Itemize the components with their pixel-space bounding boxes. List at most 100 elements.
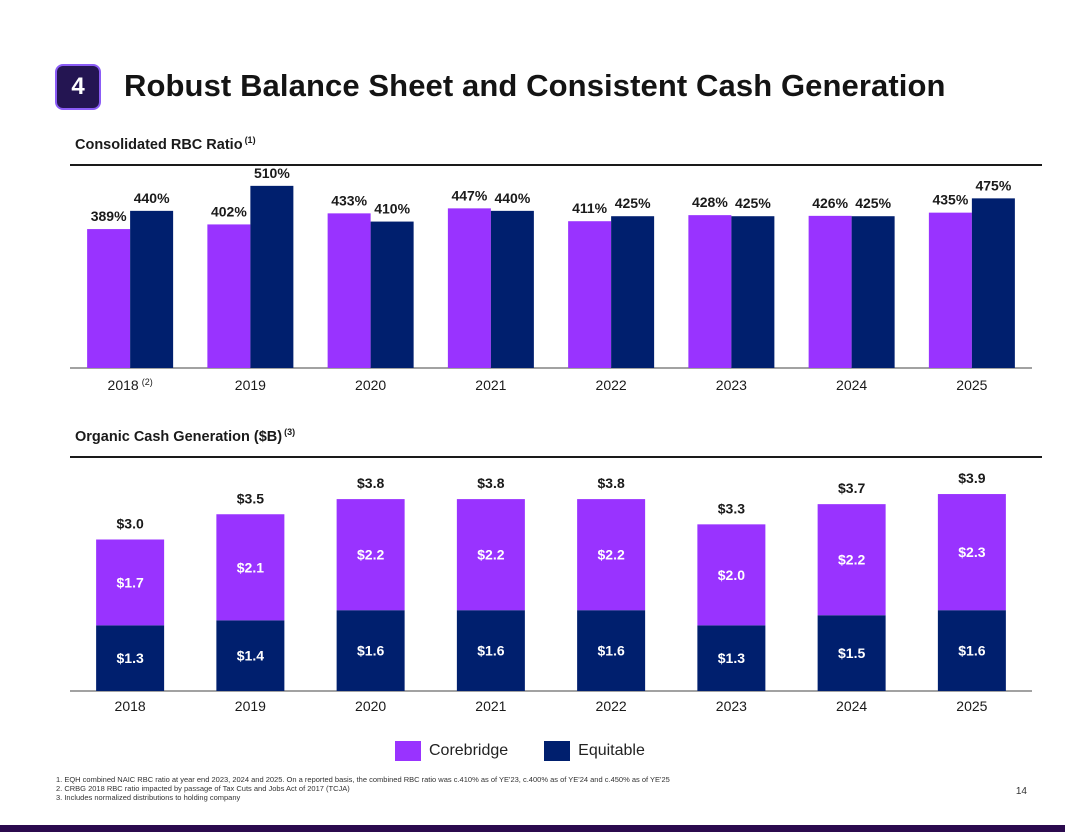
cash-total-label-2018: $3.0 <box>117 516 144 532</box>
cash-tick-label-2020: 2020 <box>355 698 386 714</box>
rbc-data-label-corebridge-2022: 411% <box>572 200 608 216</box>
cash-tick-label-2025: 2025 <box>956 698 987 714</box>
cash-segment-label-corebridge-2019: $2.1 <box>237 559 264 575</box>
rbc-tick-label-2020: 2020 <box>355 377 386 393</box>
rbc-data-label-corebridge-2019: 402% <box>211 203 247 219</box>
rbc-data-label-equitable-2025: 475% <box>975 177 1011 193</box>
cash-bar-equitable-2020 <box>336 610 405 691</box>
cash-segment-label-corebridge-2024: $2.2 <box>838 552 865 568</box>
rbc-tick-label-2019: 2019 <box>235 377 266 393</box>
legend-label-equitable: Equitable <box>578 742 645 759</box>
page-number: 14 <box>1015 786 1027 797</box>
cash-bar-equitable-2023 <box>697 625 766 691</box>
rbc-tick-label-2025: 2025 <box>956 377 987 393</box>
rbc-data-label-equitable-2021: 440% <box>494 190 530 206</box>
rbc-data-label-equitable-2022: 425% <box>615 195 651 211</box>
rbc-section-rule <box>70 164 1042 166</box>
rbc-data-label-equitable-2023: 425% <box>735 195 771 211</box>
cash-bar-corebridge-2021 <box>456 499 525 611</box>
cash-tick-label-2024: 2024 <box>836 698 867 714</box>
cash-total-label-2020: $3.8 <box>357 475 384 491</box>
cash-bar-equitable-2025 <box>937 610 1006 691</box>
chart-legend: Corebridge Equitable <box>395 741 681 761</box>
rbc-bar-corebridge-2024 <box>808 215 852 368</box>
section-number-badge: 4 <box>55 64 101 110</box>
cash-bar-corebridge-2018 <box>96 539 165 626</box>
cash-tick-label-2018: 2018 <box>115 698 146 714</box>
cash-title-text: Organic Cash Generation ($B) <box>75 428 283 445</box>
rbc-tick-label-2018: 2018 (2) <box>108 377 153 393</box>
rbc-tick-label-2021: 2021 <box>475 377 506 393</box>
rbc-data-label-corebridge-2023: 428% <box>692 194 728 210</box>
cash-bar-equitable-2022 <box>577 610 646 691</box>
cash-tick-label-2022: 2022 <box>596 698 627 714</box>
rbc-data-label-corebridge-2024: 426% <box>812 195 848 211</box>
rbc-bar-equitable-2020 <box>370 221 414 368</box>
rbc-bar-corebridge-2020 <box>327 213 371 368</box>
legend-swatch-corebridge <box>395 741 421 761</box>
cash-section-title: Organic Cash Generation ($B) (3) <box>75 427 295 445</box>
footnote-2: 2. CRBG 2018 RBC ratio impacted by passa… <box>56 784 350 793</box>
cash-tick-label-2019: 2019 <box>235 698 266 714</box>
rbc-title-text: Consolidated RBC Ratio <box>75 136 243 153</box>
cash-segment-label-equitable-2023: $1.3 <box>718 650 745 666</box>
cash-bar-corebridge-2023 <box>697 524 766 626</box>
cash-segment-label-corebridge-2023: $2.0 <box>718 567 745 583</box>
rbc-bar-corebridge-2021 <box>447 208 491 368</box>
rbc-ratio-chart: 389% 440% 2018 (2) 402% 510% 2019 433% 410% 2020 4… <box>70 165 1032 393</box>
footnote-3: 3. Includes normalized distributions to … <box>56 793 241 802</box>
page-title: Robust Balance Sheet and Consistent Cash… <box>124 68 946 103</box>
rbc-data-label-corebridge-2021: 447% <box>451 187 487 203</box>
rbc-bar-equitable-2024 <box>851 216 895 368</box>
rbc-bar-equitable-2021 <box>490 210 534 368</box>
rbc-tick-footnote-2018: (2) <box>142 377 153 387</box>
rbc-bar-equitable-2019 <box>250 185 294 368</box>
cash-total-label-2024: $3.7 <box>838 480 865 496</box>
cash-segment-label-equitable-2022: $1.6 <box>598 643 625 659</box>
cash-segment-label-corebridge-2022: $2.2 <box>598 547 625 563</box>
legend-item-equitable: Equitable <box>544 741 645 761</box>
bottom-accent-bar <box>0 825 1065 832</box>
rbc-data-label-equitable-2018: 440% <box>134 190 170 206</box>
rbc-tick-label-2023: 2023 <box>716 377 747 393</box>
rbc-data-label-equitable-2020: 410% <box>374 201 410 217</box>
cash-bar-corebridge-2020 <box>336 499 405 611</box>
legend-item-corebridge: Corebridge <box>395 741 508 761</box>
rbc-section-title: Consolidated RBC Ratio (1) <box>75 135 256 153</box>
footnotes: 1. EQH combined NAIC RBC ratio at year e… <box>56 775 670 802</box>
rbc-bar-equitable-2023 <box>731 216 775 368</box>
rbc-data-label-corebridge-2025: 435% <box>932 192 968 208</box>
cash-segment-label-corebridge-2018: $1.7 <box>117 574 144 590</box>
cash-bar-corebridge-2025 <box>937 494 1006 611</box>
cash-segment-label-equitable-2024: $1.5 <box>838 645 865 661</box>
rbc-data-label-corebridge-2020: 433% <box>331 192 367 208</box>
cash-total-label-2025: $3.9 <box>958 470 985 486</box>
rbc-bar-equitable-2022 <box>611 216 655 368</box>
cash-segment-label-equitable-2021: $1.6 <box>477 643 504 659</box>
rbc-title-footnote: (1) <box>244 135 256 145</box>
rbc-bar-corebridge-2018 <box>87 229 131 368</box>
rbc-bar-equitable-2018 <box>130 210 174 368</box>
rbc-data-label-equitable-2024: 425% <box>855 195 891 211</box>
rbc-bar-corebridge-2019 <box>207 224 251 368</box>
rbc-tick-label-2022: 2022 <box>596 377 627 393</box>
cash-total-label-2022: $3.8 <box>598 475 625 491</box>
cash-title-footnote: (3) <box>284 427 296 437</box>
cash-segment-label-corebridge-2025: $2.3 <box>958 544 985 560</box>
legend-label-corebridge: Corebridge <box>429 742 509 759</box>
rbc-bar-equitable-2025 <box>971 198 1015 368</box>
rbc-bar-corebridge-2023 <box>688 215 732 368</box>
cash-total-label-2019: $3.5 <box>237 490 264 506</box>
cash-total-label-2021: $3.8 <box>477 475 504 491</box>
cash-bar-equitable-2024 <box>817 615 886 691</box>
cash-bar-corebridge-2019 <box>216 514 285 621</box>
cash-section-rule <box>70 456 1042 458</box>
cash-generation-chart: $1.3 $1.7 $3.0 2018 $1.4 $2.1 $3.5 2019 $1.6 $2.2… <box>70 470 1032 714</box>
legend-swatch-equitable <box>544 741 571 761</box>
rbc-data-label-corebridge-2018: 389% <box>91 208 127 224</box>
cash-tick-label-2021: 2021 <box>475 698 506 714</box>
cash-segment-label-corebridge-2021: $2.2 <box>477 547 504 563</box>
rbc-tick-label-2024: 2024 <box>836 377 867 393</box>
rbc-data-label-equitable-2019: 510% <box>254 165 290 181</box>
cash-segment-label-equitable-2019: $1.4 <box>237 648 264 664</box>
